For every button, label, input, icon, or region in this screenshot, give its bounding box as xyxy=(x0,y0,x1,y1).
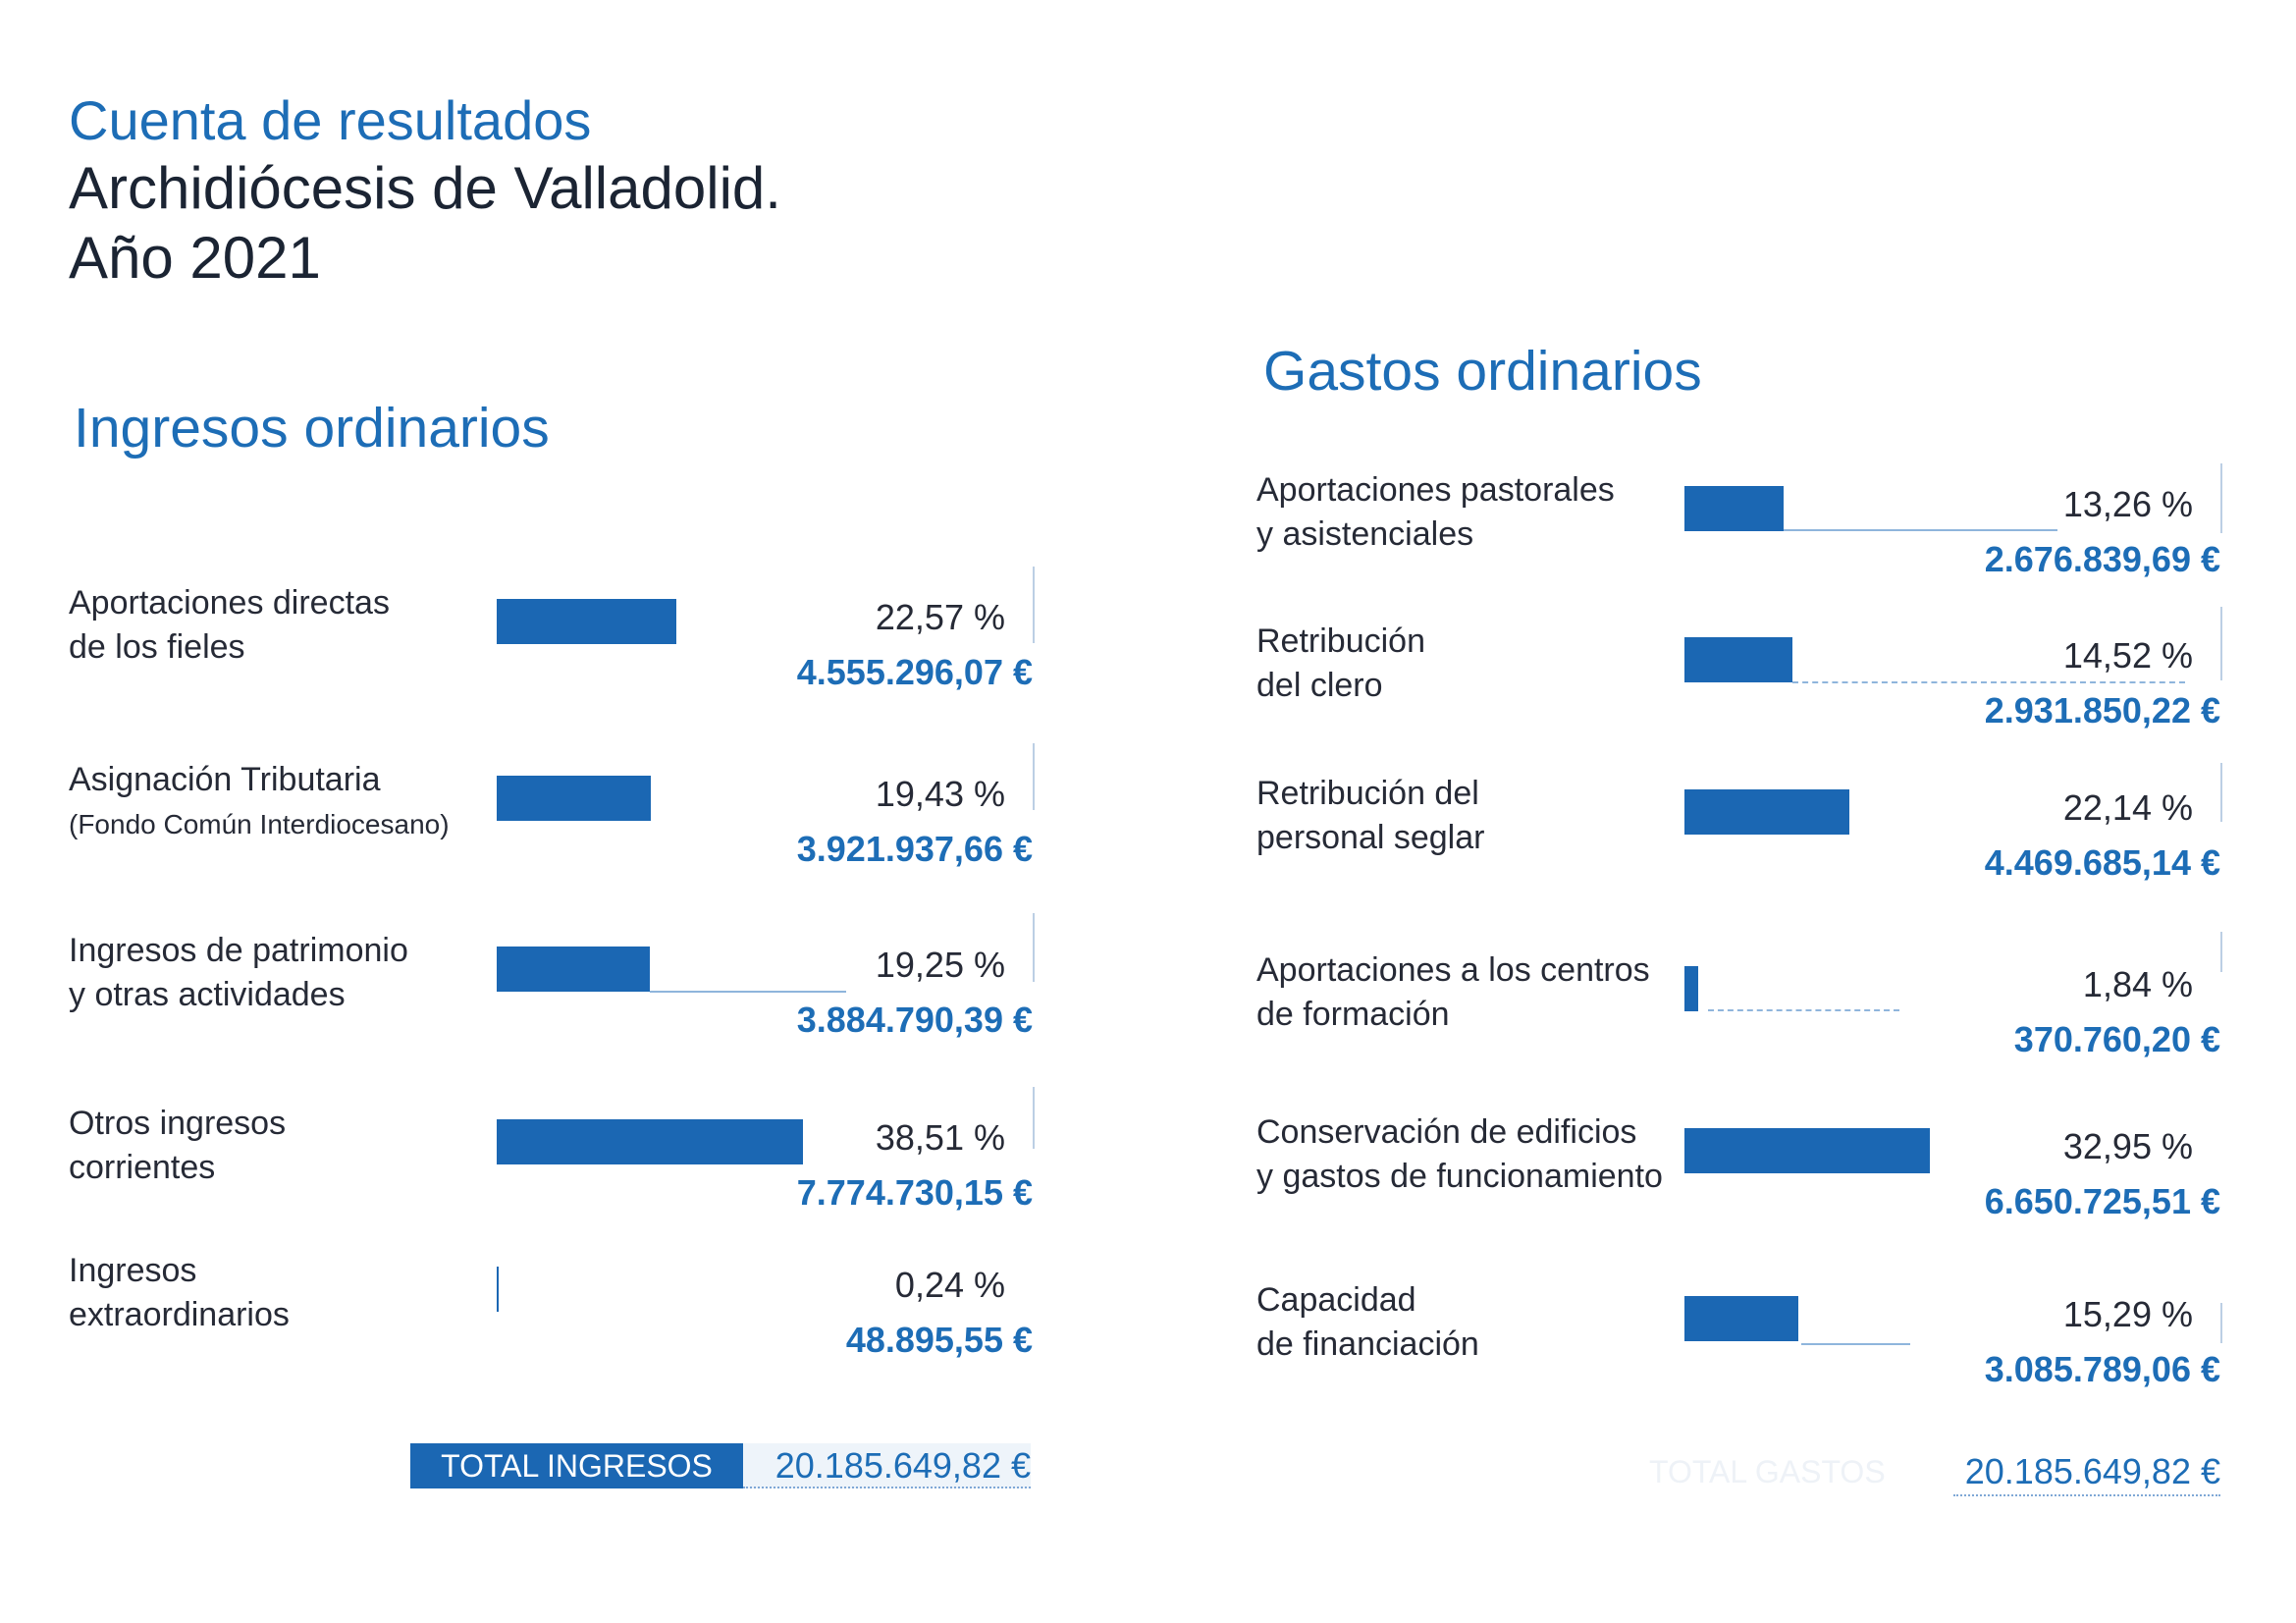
edge-line xyxy=(1033,1087,1035,1149)
percent-label: 32,95 % xyxy=(2062,1126,2193,1166)
category-label: Conservación de edificios y gastos de fu… xyxy=(1256,1113,1663,1195)
category-label: Ingresos extraordinarios xyxy=(69,1252,290,1333)
amount-label: 3.884.790,39 € xyxy=(796,1000,1033,1040)
amount-label: 3.921.937,66 € xyxy=(796,829,1033,869)
edge-line xyxy=(2220,1303,2222,1343)
amount-label: 2.676.839,69 € xyxy=(1984,539,2220,579)
trail-line xyxy=(1708,1009,1899,1011)
income-bar xyxy=(497,1267,499,1312)
amount-label: 48.895,55 € xyxy=(845,1320,1033,1360)
category-label: Retribución del clero xyxy=(1256,622,1425,704)
income-row: Ingresos extraordinarios 0,24 % 48.895,5… xyxy=(69,1249,1033,1386)
income-row: Asignación Tributaria (Fondo Común Inter… xyxy=(69,743,1035,895)
percent-label: 15,29 % xyxy=(2062,1294,2193,1334)
category-label: Ingresos de patrimonio y otras actividad… xyxy=(69,932,408,1013)
amount-label: 7.774.730,15 € xyxy=(796,1172,1033,1213)
total-expenses-label: TOTAL GASTOS xyxy=(1649,1454,1886,1489)
edge-line xyxy=(2220,932,2222,972)
category-label: Retribución del personal seglar xyxy=(1256,775,1485,856)
expense-row: Retribución del personal seglar 22,14 % … xyxy=(1256,763,2222,909)
percent-label: 13,26 % xyxy=(2062,484,2193,524)
percent-label: 19,25 % xyxy=(875,945,1005,985)
expense-row: Aportaciones a los centros de formación … xyxy=(1256,932,2222,1086)
income-row: Otros ingresos corrientes 38,51 % 7.774.… xyxy=(69,1087,1035,1239)
edge-line xyxy=(1033,913,1035,982)
trail-line xyxy=(1801,1343,1910,1345)
expense-bar xyxy=(1684,486,1784,531)
edge-line xyxy=(1033,743,1035,810)
income-chart-title: Ingresos ordinarios xyxy=(74,397,550,460)
expense-bar xyxy=(1684,1128,1931,1173)
report-title: Cuenta de resultados xyxy=(69,89,592,151)
income-bar xyxy=(497,599,676,644)
expense-row: Retribución del clero 14,52 % 2.931.850,… xyxy=(1256,607,2222,757)
amount-label: 4.555.296,07 € xyxy=(796,652,1033,692)
trail-line xyxy=(1792,681,2185,683)
category-label: Otros ingresos corrientes xyxy=(69,1105,287,1186)
income-row: Ingresos de patrimonio y otras actividad… xyxy=(69,913,1035,1066)
trail-line xyxy=(650,991,846,993)
trail-line xyxy=(1784,529,2057,531)
income-bar xyxy=(497,1119,803,1164)
percent-label: 22,14 % xyxy=(2062,787,2193,828)
percent-label: 38,51 % xyxy=(875,1117,1005,1158)
percent-label: 0,24 % xyxy=(894,1265,1005,1305)
expense-row: Capacidad de financiación 15,29 % 3.085.… xyxy=(1256,1278,2222,1416)
edge-line xyxy=(2220,463,2222,533)
income-bar xyxy=(497,947,650,992)
amount-label: 4.469.685,14 € xyxy=(1984,842,2220,883)
expense-row: Conservación de edificios y gastos de fu… xyxy=(1256,1110,2220,1248)
category-label: Asignación Tributaria xyxy=(69,761,381,798)
amount-label: 3.085.789,06 € xyxy=(1984,1349,2220,1389)
income-bar xyxy=(497,776,652,821)
category-label: Aportaciones pastorales y asistenciales xyxy=(1256,471,1615,553)
amount-label: 6.650.725,51 € xyxy=(1984,1181,2220,1221)
expense-bar xyxy=(1684,789,1850,835)
total-expenses-value: 20.185.649,82 € xyxy=(1953,1449,2220,1496)
edge-line xyxy=(2220,763,2222,822)
category-label: Aportaciones a los centros de formación xyxy=(1256,951,1650,1033)
total-income-value: 20.185.649,82 € xyxy=(743,1443,1031,1488)
percent-label: 22,57 % xyxy=(875,597,1005,637)
edge-line xyxy=(2220,607,2222,680)
report-subtitle: Archidiócesis de Valladolid. xyxy=(69,155,781,221)
expenses-chart-title: Gastos ordinarios xyxy=(1263,340,1702,403)
total-income-label: TOTAL INGRESOS xyxy=(410,1443,743,1488)
report-year: Año 2021 xyxy=(69,225,321,291)
expense-bar xyxy=(1684,1296,1799,1341)
category-note: (Fondo Común Interdiocesano) xyxy=(69,809,450,839)
expense-row: Aportaciones pastorales y asistenciales … xyxy=(1256,463,2222,606)
percent-label: 19,43 % xyxy=(875,774,1005,814)
category-label: Aportaciones directas de los fieles xyxy=(69,584,390,666)
edge-line xyxy=(1033,567,1035,643)
income-row: Aportaciones directas de los fieles 22,5… xyxy=(69,567,1035,719)
amount-label: 370.760,20 € xyxy=(2013,1019,2220,1059)
amount-label: 2.931.850,22 € xyxy=(1984,690,2220,730)
expense-bar xyxy=(1684,637,1793,682)
expense-bar xyxy=(1684,966,1698,1011)
percent-label: 1,84 % xyxy=(2082,964,2193,1004)
category-label: Capacidad de financiación xyxy=(1256,1281,1479,1363)
percent-label: 14,52 % xyxy=(2062,635,2193,676)
